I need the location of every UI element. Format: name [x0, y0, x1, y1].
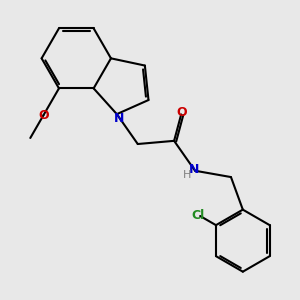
Text: N: N	[189, 163, 200, 176]
Text: N: N	[113, 112, 124, 125]
Text: O: O	[38, 109, 49, 122]
Text: Cl: Cl	[192, 209, 205, 222]
Text: H: H	[183, 170, 191, 180]
Text: O: O	[177, 106, 187, 119]
